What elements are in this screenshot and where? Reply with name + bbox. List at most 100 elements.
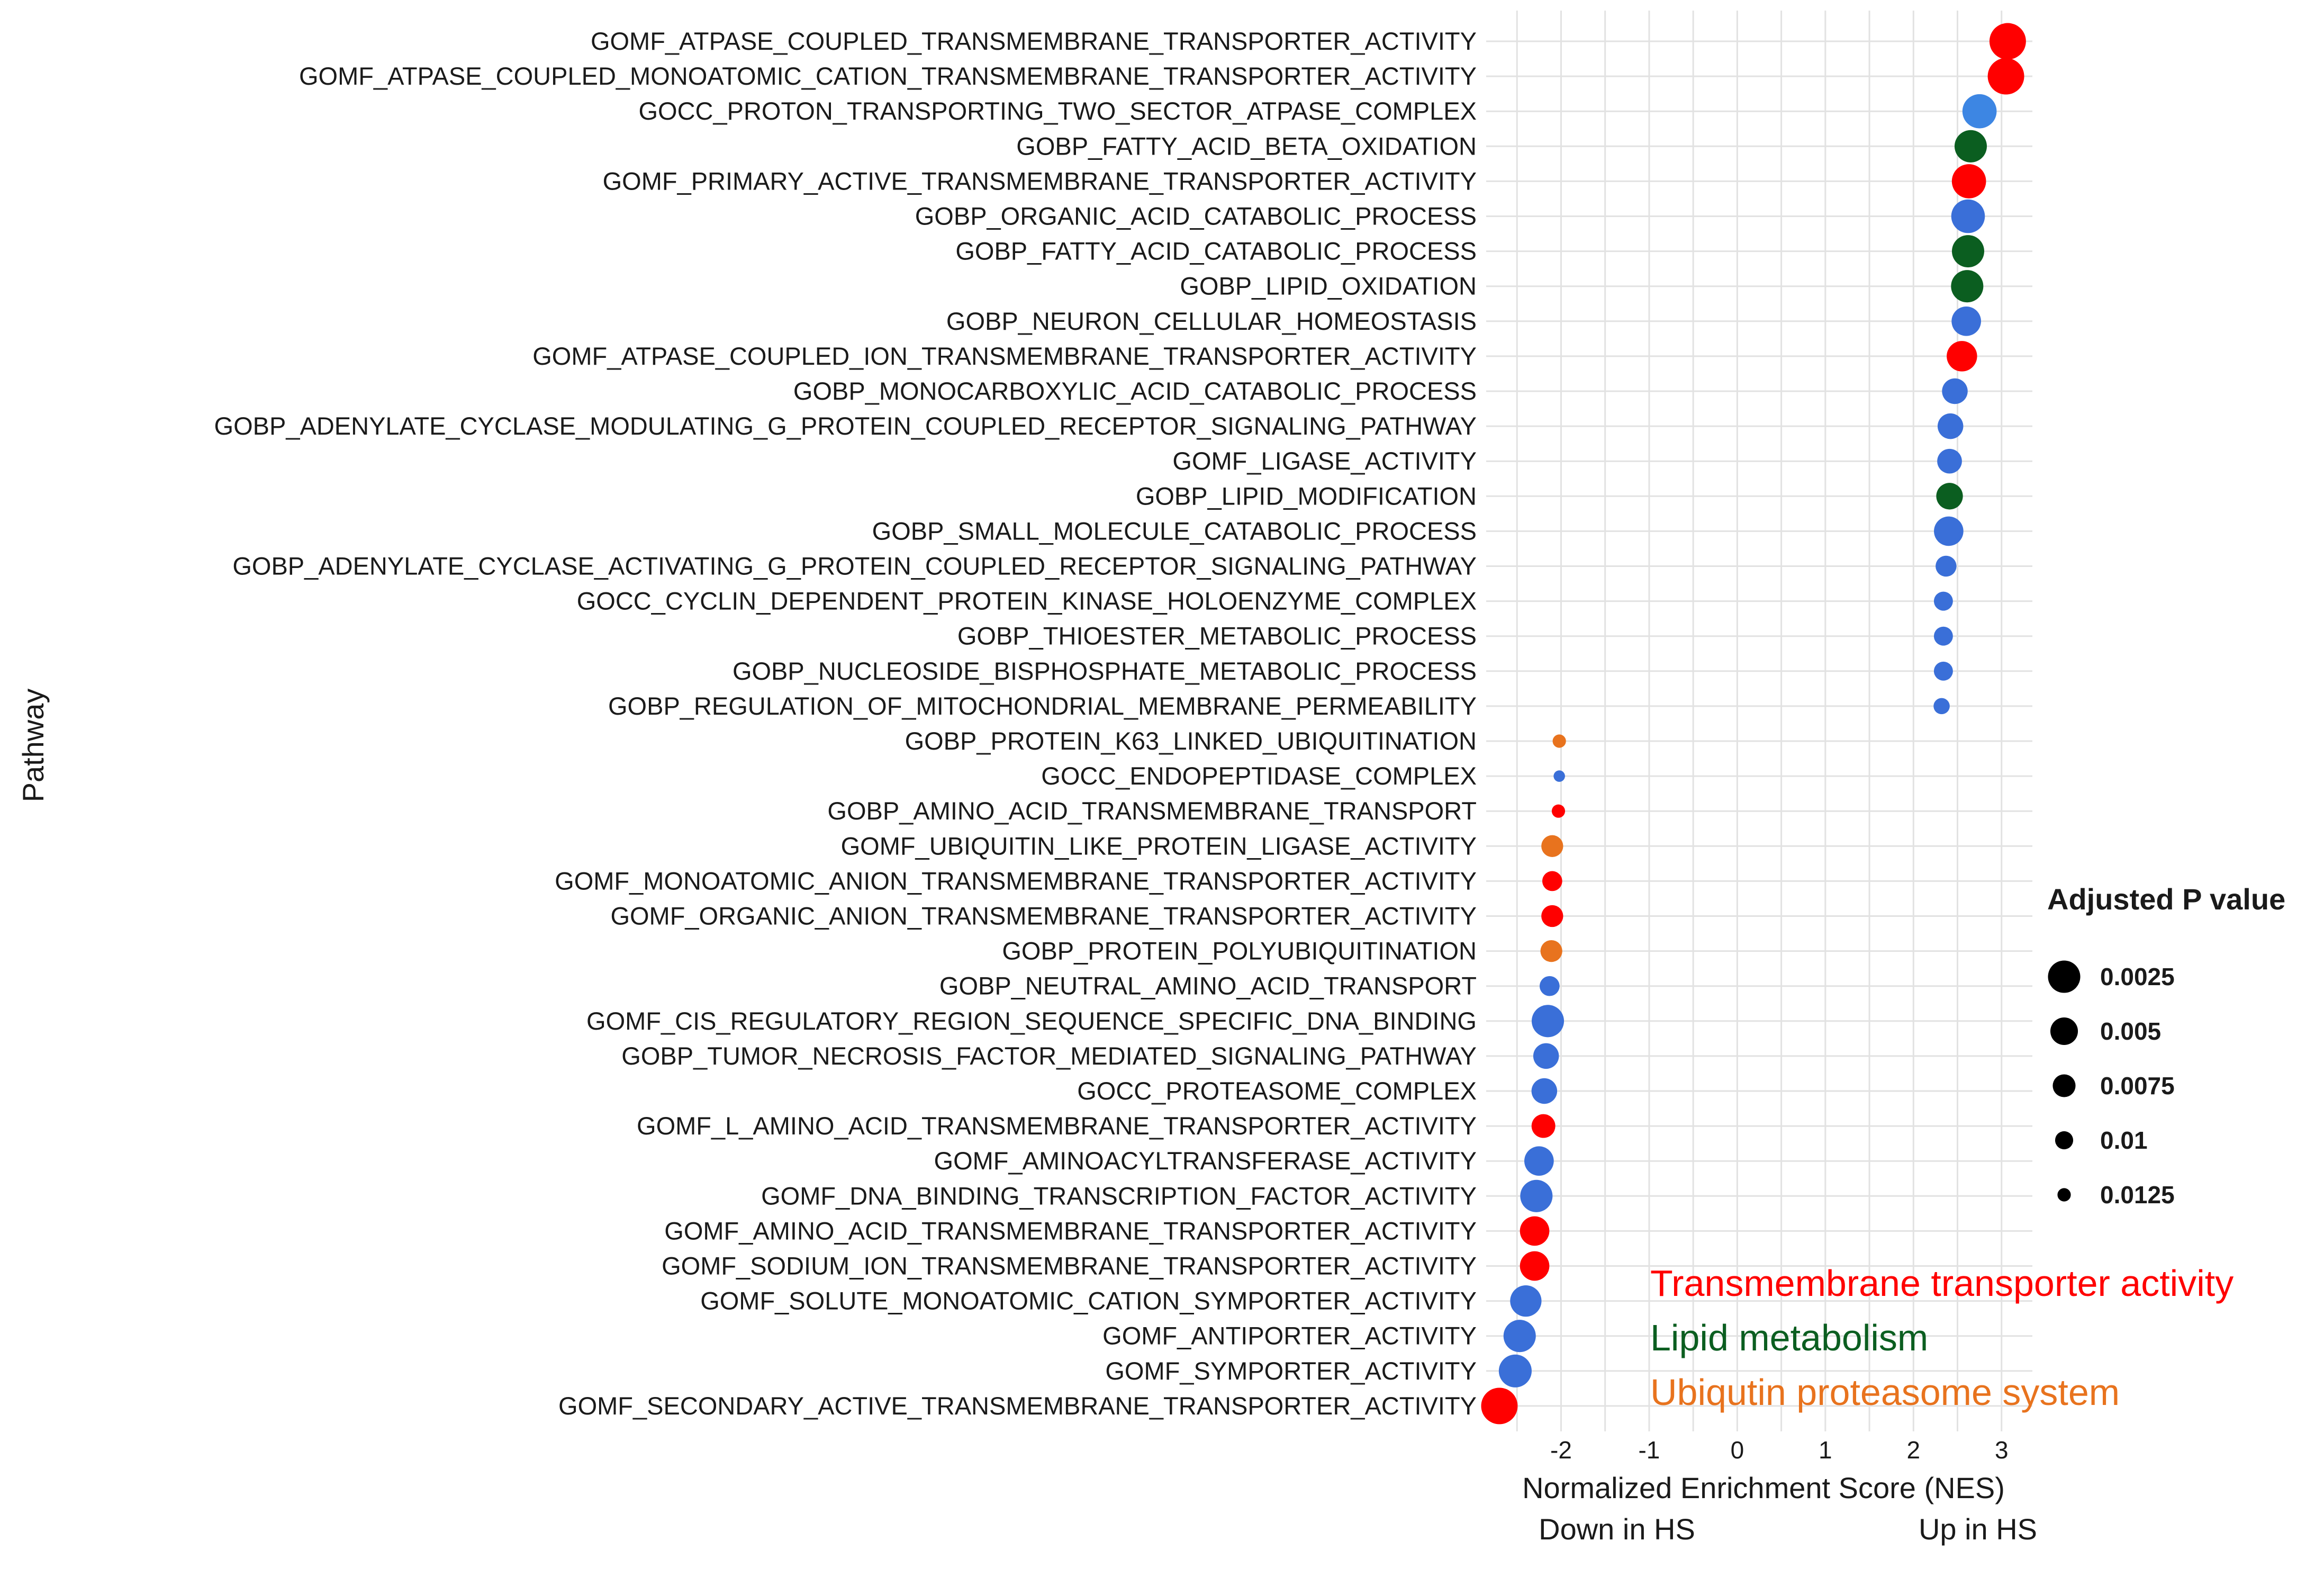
pathway-label: GOBP_ADENYLATE_CYCLASE_ACTIVATING_G_PROT… xyxy=(232,552,1477,580)
grid xyxy=(1486,11,2032,1431)
data-point xyxy=(1933,661,1953,681)
data-point xyxy=(1520,1179,1553,1212)
pathway-label: GOBP_AMINO_ACID_TRANSMEMBRANE_TRANSPORT xyxy=(827,797,1477,825)
size-legend-dot xyxy=(2052,1074,2076,1097)
data-point xyxy=(1540,940,1562,962)
pathway-label: GOCC_ENDOPEPTIDASE_COMPLEX xyxy=(1041,762,1477,790)
data-point xyxy=(1531,1005,1565,1038)
pathway-label: GOBP_FATTY_ACID_BETA_OXIDATION xyxy=(1016,132,1477,160)
data-point xyxy=(1989,23,2026,60)
size-legend-dot xyxy=(2050,1017,2078,1046)
data-point xyxy=(1951,306,1981,336)
data-point xyxy=(1987,58,2024,95)
data-point xyxy=(1954,130,1987,163)
data-point xyxy=(1947,341,1977,372)
category-legend-label: Lipid metabolism xyxy=(1650,1317,1928,1358)
data-point xyxy=(1553,770,1565,782)
x-axis-title: Normalized Enrichment Score (NES) xyxy=(1522,1471,2005,1504)
x-direction-down-label: Down in HS xyxy=(1539,1512,1695,1546)
pathway-label: GOBP_LIPID_MODIFICATION xyxy=(1136,482,1477,510)
size-legend-label: 0.01 xyxy=(2100,1127,2148,1154)
pathway-label: GOBP_LIPID_OXIDATION xyxy=(1180,272,1477,300)
data-point xyxy=(1937,413,1964,439)
pathway-label: GOMF_PRIMARY_ACTIVE_TRANSMEMBRANE_TRANSP… xyxy=(603,167,1477,195)
data-point xyxy=(1533,1043,1559,1069)
data-point xyxy=(1503,1320,1536,1353)
data-point xyxy=(1937,448,1962,474)
pathway-label: GOMF_ATPASE_COUPLED_TRANSMEMBRANE_TRANSP… xyxy=(591,27,1477,55)
data-point xyxy=(1933,591,1953,611)
category-legend-label: Ubiqutin proteasome system xyxy=(1650,1372,2120,1413)
pathway-label: GOMF_SECONDARY_ACTIVE_TRANSMEMBRANE_TRAN… xyxy=(558,1392,1477,1420)
size-legend-label: 0.0125 xyxy=(2100,1181,2175,1209)
pathway-label: GOMF_SOLUTE_MONOATOMIC_CATION_SYMPORTER_… xyxy=(700,1287,1477,1315)
data-point xyxy=(1962,94,1997,129)
pathway-label: GOMF_LIGASE_ACTIVITY xyxy=(1172,447,1477,475)
data-point xyxy=(1933,698,1950,715)
pathway-label: GOBP_TUMOR_NECROSIS_FACTOR_MEDIATED_SIGN… xyxy=(621,1042,1477,1070)
size-legend-title: Adjusted P value xyxy=(2047,882,2285,916)
pathway-label: GOMF_ATPASE_COUPLED_ION_TRANSMEMBRANE_TR… xyxy=(532,342,1477,370)
data-point xyxy=(1951,199,1985,233)
category-legend: Transmembrane transporter activity Lipid … xyxy=(1650,1263,2233,1413)
category-legend-label: Transmembrane transporter activity xyxy=(1650,1263,2233,1304)
data-point xyxy=(1481,1387,1518,1425)
size-legend-label: 0.005 xyxy=(2100,1017,2161,1045)
data-point xyxy=(1942,378,1968,404)
pathway-label: GOMF_DNA_BINDING_TRANSCRIPTION_FACTOR_AC… xyxy=(761,1182,1477,1210)
data-point xyxy=(1936,483,1963,510)
pathway-label: GOBP_NUCLEOSIDE_BISPHOSPHATE_METABOLIC_P… xyxy=(733,657,1477,685)
data-point xyxy=(1542,871,1562,891)
pathway-label: GOBP_MONOCARBOXYLIC_ACID_CATABOLIC_PROCE… xyxy=(793,377,1477,405)
pathway-label: GOBP_FATTY_ACID_CATABOLIC_PROCESS xyxy=(955,237,1477,265)
pathway-label: GOBP_NEURON_CELLULAR_HOMEOSTASIS xyxy=(946,307,1477,335)
pathway-label: GOCC_PROTEASOME_COMPLEX xyxy=(1077,1077,1477,1105)
data-point xyxy=(1510,1285,1542,1317)
pathway-label: GOMF_AMINOACYLTRANSFERASE_ACTIVITY xyxy=(934,1147,1477,1175)
data-point xyxy=(1531,1114,1556,1138)
data-point xyxy=(1934,516,1964,546)
size-legend-dot xyxy=(2048,960,2081,993)
pathway-label: GOMF_CIS_REGULATORY_REGION_SEQUENCE_SPEC… xyxy=(586,1007,1477,1035)
pathway-label: GOBP_PROTEIN_K63_LINKED_UBIQUITINATION xyxy=(905,727,1477,755)
pathway-label: GOMF_SYMPORTER_ACTIVITY xyxy=(1105,1357,1477,1385)
data-point xyxy=(1933,626,1953,646)
x-tick-label: -1 xyxy=(1638,1436,1660,1464)
pathway-labels: GOMF_ATPASE_COUPLED_TRANSMEMBRANE_TRANSP… xyxy=(214,27,1477,1420)
data-point xyxy=(1541,835,1563,857)
data-point xyxy=(1541,905,1563,927)
data-point xyxy=(1951,164,1986,199)
x-tick-label: 3 xyxy=(1995,1436,2009,1464)
data-point xyxy=(1520,1216,1550,1246)
pathway-label: GOBP_PROTEIN_POLYUBIQUITINATION xyxy=(1002,937,1477,965)
pathway-label: GOMF_AMINO_ACID_TRANSMEMBRANE_TRANSPORTE… xyxy=(664,1216,1477,1245)
size-legend-label: 0.0025 xyxy=(2100,963,2175,990)
pathway-label: GOCC_PROTON_TRANSPORTING_TWO_SECTOR_ATPA… xyxy=(638,97,1477,125)
pathway-label: GOBP_ORGANIC_ACID_CATABOLIC_PROCESS xyxy=(915,202,1477,230)
pathway-label: GOBP_NEUTRAL_AMINO_ACID_TRANSPORT xyxy=(939,972,1477,1000)
pathway-label: GOMF_UBIQUITIN_LIKE_PROTEIN_LIGASE_ACTIV… xyxy=(841,832,1477,860)
data-point xyxy=(1539,976,1560,996)
data-point xyxy=(1524,1146,1554,1176)
size-legend-label: 0.0075 xyxy=(2100,1072,2175,1100)
size-legend-dot xyxy=(2055,1131,2074,1150)
y-axis-title: Pathway xyxy=(16,689,50,803)
size-legend: 0.0025 0.005 0.0075 0.01 0.0125 xyxy=(2048,960,2175,1209)
pathway-label: GOMF_MONOATOMIC_ANION_TRANSMEMBRANE_TRAN… xyxy=(555,867,1477,895)
pathway-label: GOCC_CYCLIN_DEPENDENT_PROTEIN_KINASE_HOL… xyxy=(577,587,1477,615)
pathway-label: GOBP_THIOESTER_METABOLIC_PROCESS xyxy=(957,622,1477,650)
pathway-label: GOMF_ORGANIC_ANION_TRANSMEMBRANE_TRANSPO… xyxy=(610,902,1477,930)
pathway-label: GOMF_SODIUM_ION_TRANSMEMBRANE_TRANSPORTE… xyxy=(662,1252,1477,1280)
pathway-label: GOBP_SMALL_MOLECULE_CATABOLIC_PROCESS xyxy=(872,517,1477,545)
data-point xyxy=(1551,804,1566,818)
x-tick-label: 1 xyxy=(1819,1436,1832,1464)
x-tick-label: 2 xyxy=(1906,1436,1920,1464)
data-point xyxy=(1951,235,1985,268)
pathway-label: GOBP_REGULATION_OF_MITOCHONDRIAL_MEMBRAN… xyxy=(608,692,1477,720)
data-point xyxy=(1520,1251,1550,1281)
pathway-label: GOBP_ADENYLATE_CYCLASE_MODULATING_G_PROT… xyxy=(214,412,1477,440)
x-axis-ticks: -2 -1 0 1 2 3 xyxy=(1550,1436,2009,1464)
x-tick-label: 0 xyxy=(1731,1436,1744,1464)
data-point xyxy=(1951,270,1984,303)
